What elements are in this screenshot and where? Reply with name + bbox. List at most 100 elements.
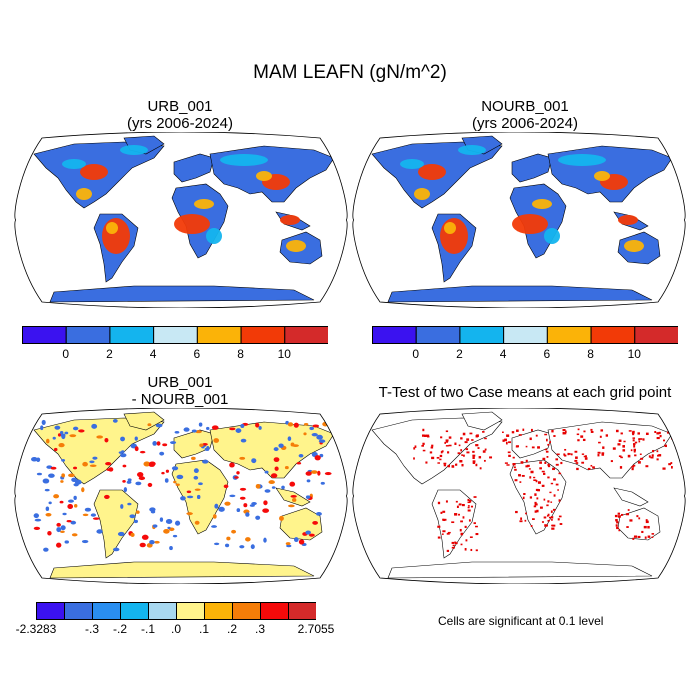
colorbar-box [120,602,149,620]
diff-cell [42,478,50,484]
significant-cell [475,463,478,467]
diff-cell [60,525,66,531]
significant-cell [651,454,654,457]
diff-cell [138,476,146,481]
colorbar-box [232,602,261,620]
significant-cell [614,514,618,518]
diff-cell [198,482,203,486]
significant-cell [445,500,448,503]
significant-cell [645,519,648,522]
significant-cell [545,450,549,453]
significant-cell [525,465,529,468]
continent-africa [509,459,567,535]
significant-cell [583,430,586,433]
continent-europe [511,429,553,459]
significant-cell [482,431,485,433]
significant-cell [612,447,616,450]
significant-cell [657,454,660,457]
significant-cell [637,535,641,538]
diff-cell [314,455,321,461]
diff-cell [202,443,208,446]
significant-cell [662,467,666,470]
significant-cell [472,454,476,457]
diff-cell [305,471,312,476]
significant-cell [663,439,666,442]
significant-cell [639,438,643,440]
diff-cell [171,466,179,471]
significant-cell [558,472,562,475]
diff-cell [169,441,177,444]
significant-cell [467,501,471,504]
significant-cell [620,456,623,459]
significant-cell [451,465,455,468]
diff-cell [62,512,67,516]
significant-cell [447,451,450,454]
significant-cell [637,432,640,435]
significant-cell [421,434,425,437]
diff-cell [250,544,255,550]
significant-cell [615,429,619,433]
significant-cell [423,434,427,438]
significant-cell [519,520,523,523]
colorbar-urb-ticks: 0 2 4 6 8 10 [22,347,328,363]
diff-cell [281,485,285,490]
diff-cell [317,470,321,476]
significant-cell [525,459,528,463]
significant-cell [530,428,533,432]
significant-cell [545,524,548,527]
colorbar-box [546,326,592,344]
colorbar-tick-label: 0 [62,347,70,361]
significant-cell [550,510,553,513]
significant-cell [473,522,476,525]
diff-cell [285,542,291,546]
diff-cell [199,443,204,447]
diff-cell [226,536,231,541]
diff-cell [270,473,278,478]
significant-cell [631,431,635,434]
significant-cell [523,493,526,495]
panel-title-urb-line2: (yrs 2006-2024) [127,115,233,132]
significant-cell [617,443,621,446]
significant-cell [651,536,654,538]
significant-cell [460,437,463,440]
significant-cell [601,452,604,456]
significant-cell [670,462,673,464]
value-patch [80,164,108,180]
significant-cell [537,481,541,484]
diff-cell [288,504,295,508]
diff-cell [245,537,251,542]
diff-cell [245,512,250,517]
significant-cell [530,470,534,474]
diff-cell [59,500,64,504]
significant-cell [615,524,618,527]
diff-cell [150,510,156,514]
significant-cell [469,536,473,538]
diff-cell [293,422,299,428]
significant-cell [531,446,535,449]
value-patch [594,171,610,181]
significant-cell [550,482,554,485]
significant-cell [451,521,455,524]
colorbar-box [288,602,316,620]
diff-cell [33,526,41,531]
significant-cell [564,432,567,435]
panel-title-nourb: NOURB_001 (yrs 2006-2024) [375,98,675,132]
significant-cell [467,505,470,507]
significant-cell [520,461,524,464]
significant-cell [466,438,470,441]
significant-cell [508,441,512,444]
colorbar-tick-label: .0 [170,622,182,636]
value-patch [444,222,456,234]
significant-cell [634,441,638,444]
significant-cell [546,515,549,517]
diff-cell [224,501,231,506]
significant-cell [656,458,659,461]
significant-cell [472,462,475,464]
diff-cell [69,434,77,438]
significant-cell [440,451,443,454]
significant-cell [547,476,550,479]
diff-cell [91,423,98,429]
diff-cell [312,424,320,428]
significant-cell [628,430,632,432]
diff-cell [318,439,326,443]
